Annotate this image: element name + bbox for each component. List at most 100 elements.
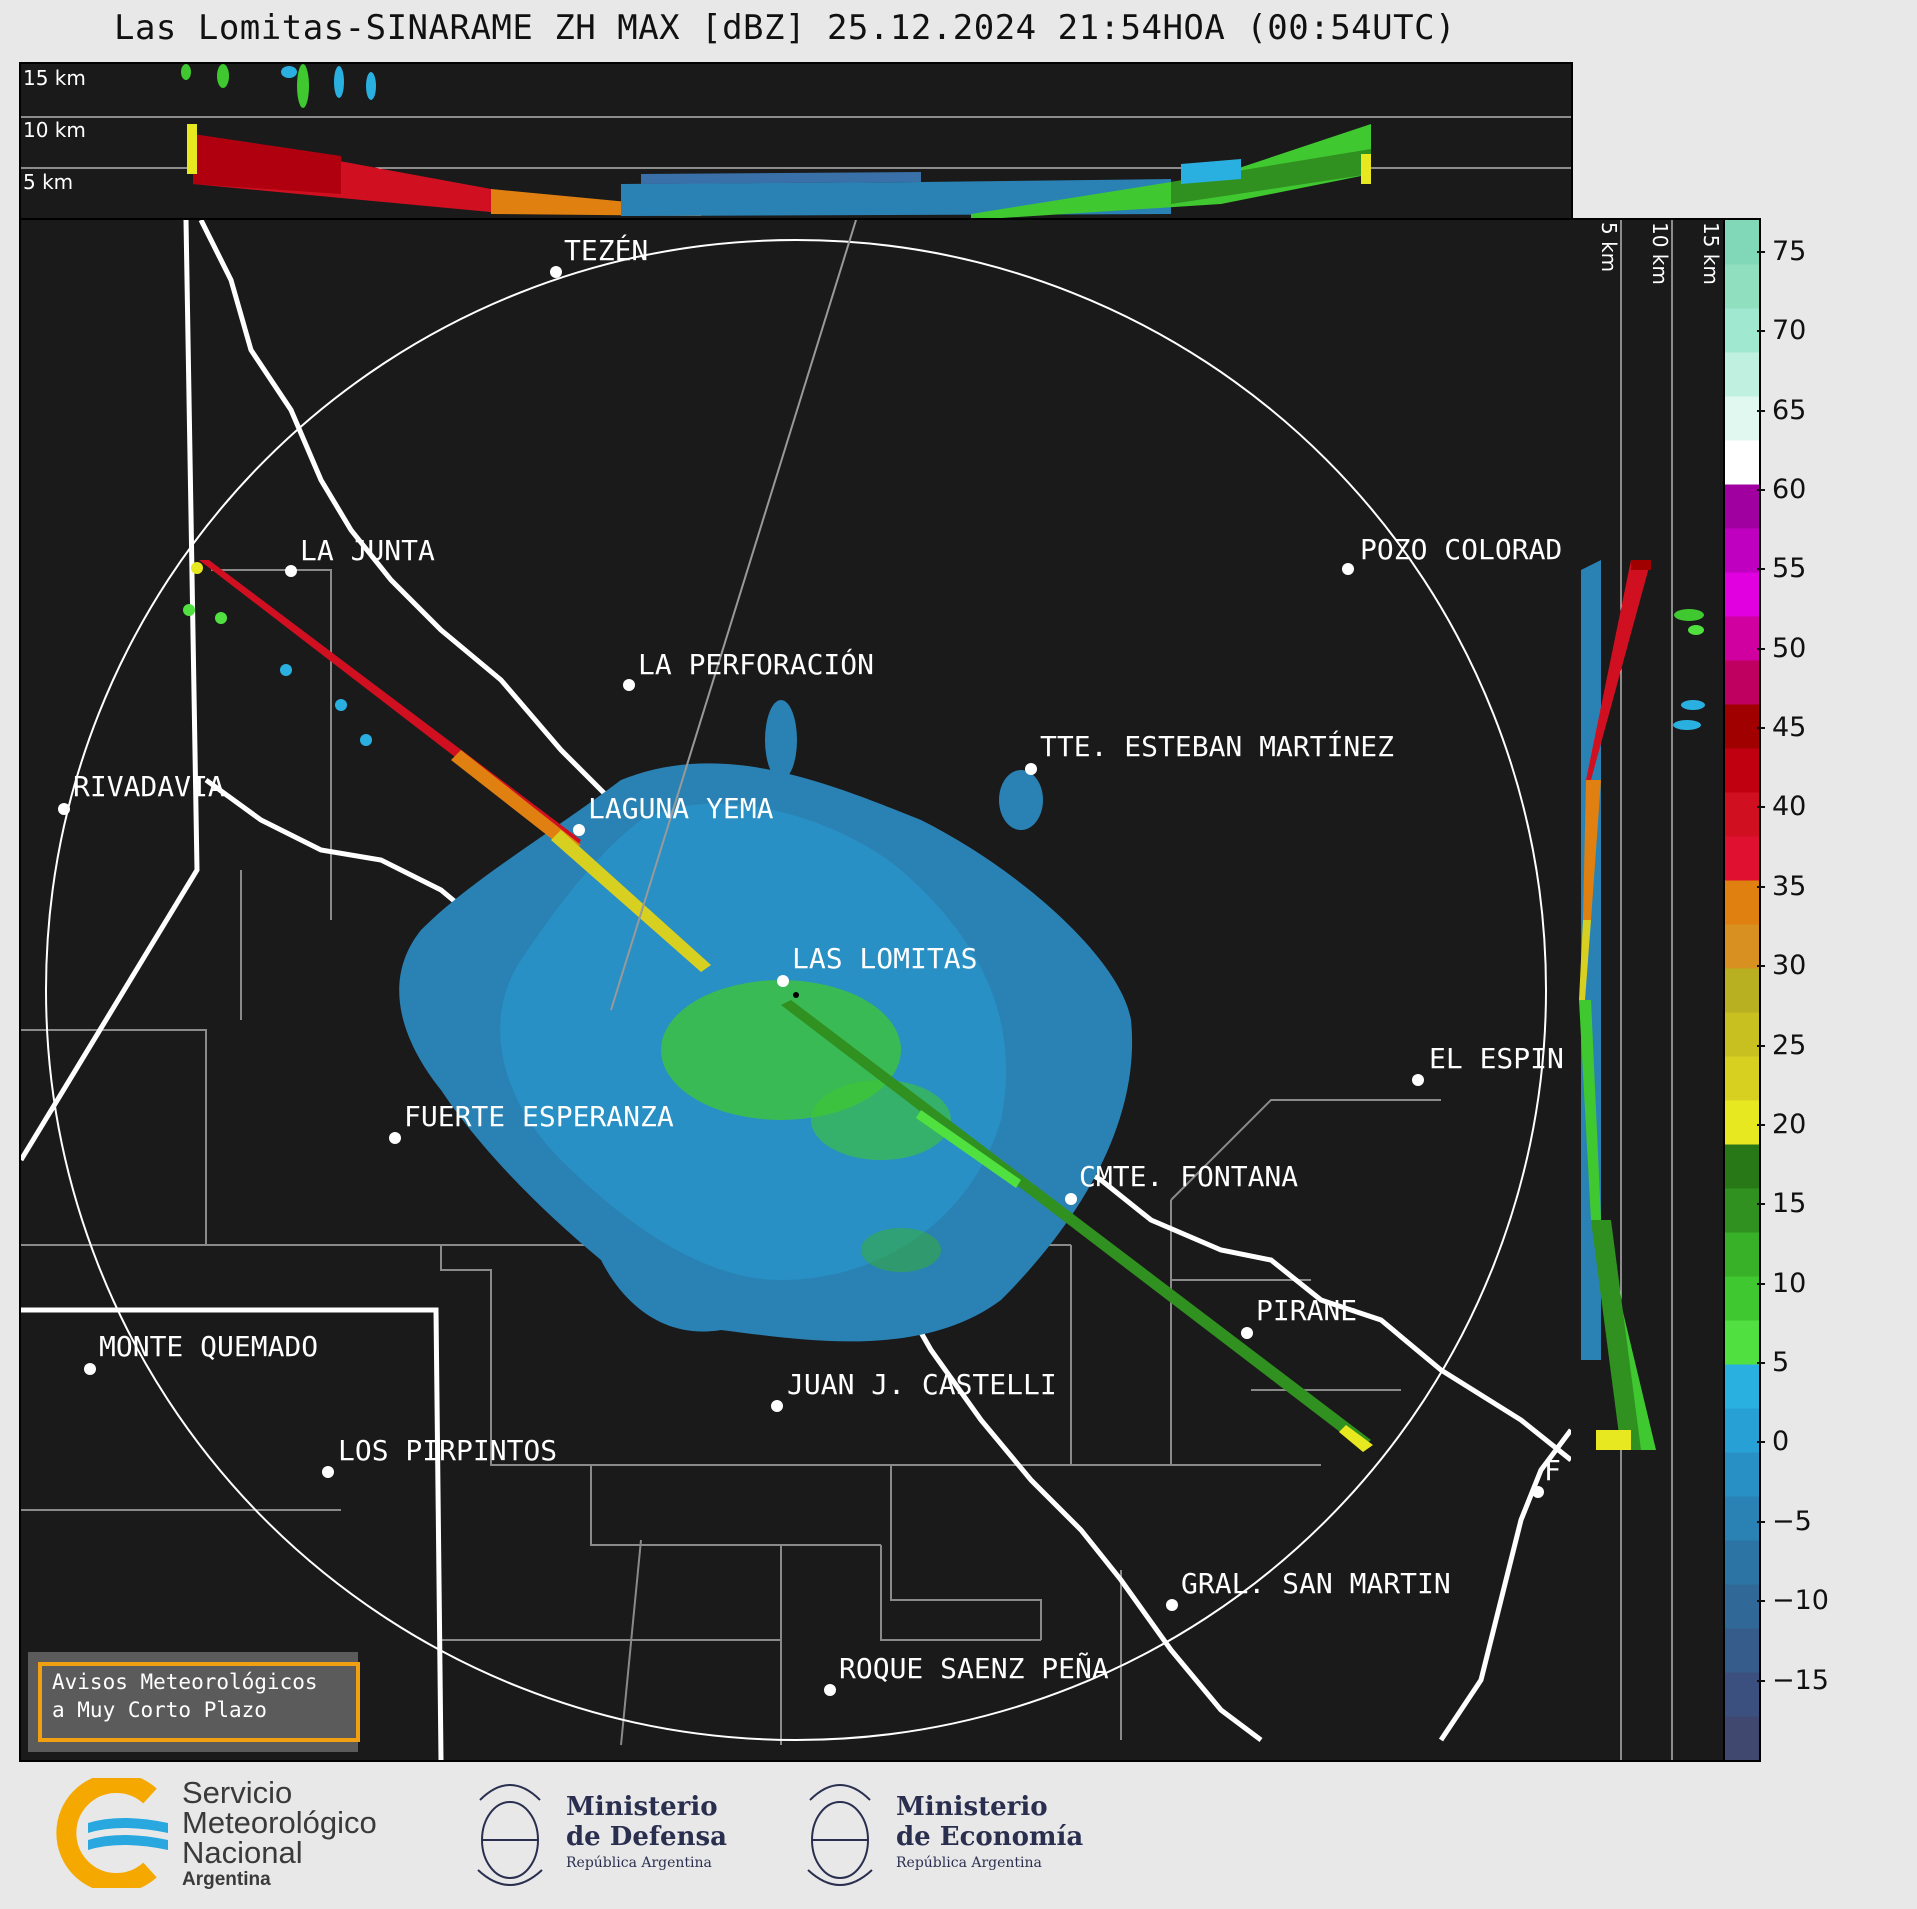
warning-line-1: Avisos Meteorológicos <box>52 1670 318 1694</box>
colorbar-tick-label: 55 <box>1772 553 1807 585</box>
city-marker-rivadavia <box>58 803 70 815</box>
colorbar-tick-label: 15 <box>1772 1188 1807 1220</box>
city-label-cmte-fontana: CMTE. FONTANA <box>1079 1160 1299 1193</box>
city-label-el-espinillo: EL ESPIN <box>1429 1042 1564 1075</box>
city-marker-roque-saenz-pena <box>824 1684 836 1696</box>
colorbar-segment <box>1725 1056 1759 1101</box>
colorbar-tick-label: −5 <box>1772 1505 1812 1537</box>
colorbar-segment <box>1725 968 1759 1013</box>
top-cross-section-panel: 15 km 10 km 5 km <box>19 62 1573 222</box>
city-label-juan-j-castelli: JUAN J. CASTELLI <box>787 1368 1057 1401</box>
colorbar-segment <box>1725 836 1759 881</box>
range-ring <box>45 239 1547 1741</box>
colorbar-segment <box>1725 572 1759 617</box>
colorbar-segment <box>1725 616 1759 661</box>
footer-logos: Servicio Meteorológico Nacional Argentin… <box>0 1760 1917 1909</box>
colorbar-segment <box>1725 1672 1759 1717</box>
colorbar-tick-mark <box>1757 1203 1765 1206</box>
colorbar-segment <box>1725 748 1759 793</box>
colorbar-tick-label: 35 <box>1772 870 1807 902</box>
radar-echo-field <box>399 700 1133 1342</box>
colorbar-tick-label: 10 <box>1772 1267 1807 1299</box>
colorbar-tick-label: −10 <box>1772 1585 1829 1617</box>
colorbar-tick-label: 60 <box>1772 473 1807 505</box>
colorbar-segment <box>1725 1144 1759 1189</box>
colorbar-segment <box>1725 924 1759 969</box>
colorbar-segment <box>1725 308 1759 353</box>
colorbar-segment <box>1725 1452 1759 1497</box>
smn-logo-icon <box>56 1778 168 1888</box>
top-alt-label-5: 5 km <box>23 170 74 194</box>
colorbar-segment <box>1725 220 1759 265</box>
colorbar-tick-label: 5 <box>1772 1347 1790 1379</box>
colorbar-segment <box>1725 528 1759 573</box>
city-marker-formosa <box>1532 1486 1544 1498</box>
colorbar-segment <box>1725 704 1759 749</box>
colorbar-segment <box>1725 1540 1759 1585</box>
colorbar-tick-label: 70 <box>1772 315 1807 347</box>
colorbar-tick-mark <box>1757 1282 1765 1285</box>
colorbar-segment <box>1725 1012 1759 1057</box>
colorbar-tick-mark <box>1757 1520 1765 1523</box>
colorbar-tick-label: 20 <box>1772 1108 1807 1140</box>
defensa-line-2: de Defensa <box>566 1822 727 1852</box>
smn-line-3: Nacional <box>182 1835 303 1870</box>
colorbar-segment <box>1725 484 1759 529</box>
colorbar-segment <box>1725 1628 1759 1673</box>
side-alt-label-10: 10 km <box>1648 222 1672 285</box>
colorbar-segment <box>1725 880 1759 925</box>
defensa-logo-text: Ministerio de Defensa República Argentin… <box>566 1792 727 1874</box>
smn-line-4: Argentina <box>182 1869 271 1890</box>
city-marker-el-espinillo <box>1412 1074 1424 1086</box>
colorbar-tick-mark <box>1757 1123 1765 1126</box>
side-alt-label-5: 5 km <box>1597 222 1621 273</box>
radar-map-graphic <box>21 220 1571 1760</box>
colorbar-tick-label: 45 <box>1772 712 1807 744</box>
colorbar-tick-mark <box>1757 647 1765 650</box>
colorbar-segment <box>1725 1100 1759 1145</box>
city-label-pirane: PIRANE <box>1256 1294 1358 1327</box>
colorbar-tick-mark <box>1757 1044 1765 1047</box>
defensa-line-3: República Argentina <box>566 1855 712 1871</box>
city-marker-tte-esteban-martinez <box>1025 763 1037 775</box>
colorbar-tick-mark <box>1757 1441 1765 1444</box>
colorbar-segment <box>1725 1584 1759 1629</box>
colorbar-tick-mark <box>1757 885 1765 888</box>
colorbar-tick-mark <box>1757 409 1765 412</box>
city-label-formosa: F <box>1544 1454 1561 1487</box>
city-label-roque-saenz-pena: ROQUE SAENZ PEÑA <box>839 1652 1109 1685</box>
warning-box-frame: Avisos Meteorológicos a Muy Corto Plazo <box>38 1662 360 1742</box>
colorbar-segment <box>1725 1408 1759 1453</box>
colorbar-segment <box>1725 660 1759 705</box>
city-label-rivadavia: RIVADAVIA <box>73 770 225 803</box>
radar-map-panel: TEZÉN LA JUNTA POZO COLORAD LA PERFORACI… <box>19 218 1573 1762</box>
colorbar-segment <box>1725 396 1759 441</box>
colorbar-tick-mark <box>1757 1679 1765 1682</box>
city-label-la-perforacion: LA PERFORACIÓN <box>638 648 875 681</box>
colorbar-tick-label: 40 <box>1772 791 1807 823</box>
economia-line-1: Ministerio <box>896 1792 1048 1822</box>
city-marker-monte-quemado <box>84 1363 96 1375</box>
city-label-laguna-yema: LAGUNA YEMA <box>588 792 774 825</box>
colorbar-tick-label: 75 <box>1772 235 1807 267</box>
city-marker-laguna-yema <box>573 824 585 836</box>
city-marker-tezen <box>550 266 562 278</box>
economia-line-2: de Economía <box>896 1822 1084 1852</box>
colorbar-gradient <box>1725 220 1759 1761</box>
colorbar-tick-label: 50 <box>1772 632 1807 664</box>
department-borders <box>21 569 1441 1746</box>
colorbar-segment <box>1725 440 1759 485</box>
colorbar-segment <box>1725 1496 1759 1541</box>
smn-line-2: Meteorológico <box>182 1805 377 1840</box>
city-label-gral-san-martin: GRAL. SAN MARTIN <box>1181 1567 1451 1600</box>
colorbar-segment <box>1725 264 1759 309</box>
side-cross-section-panel: 5 km 10 km 15 km <box>1571 218 1725 1762</box>
city-label-fuerte-esperanza: FUERTE ESPERANZA <box>404 1100 674 1133</box>
colorbar-tick-mark <box>1757 568 1765 571</box>
city-label-tezen: TEZÉN <box>564 234 649 267</box>
colorbar-tick-label: −15 <box>1772 1664 1829 1696</box>
side-cross-section-graphic <box>1579 220 1705 1760</box>
economia-logo-text: Ministerio de Economía República Argenti… <box>896 1792 1083 1874</box>
colorbar-segment <box>1725 1364 1759 1409</box>
city-marker-fuerte-esperanza <box>389 1132 401 1144</box>
